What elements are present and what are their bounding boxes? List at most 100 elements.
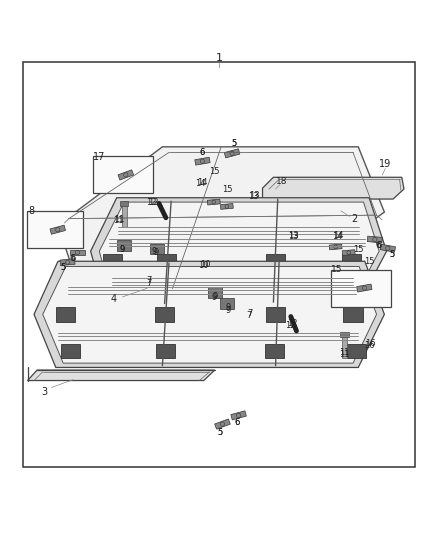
Polygon shape bbox=[99, 202, 379, 301]
Text: 6: 6 bbox=[377, 241, 382, 250]
Text: 15: 15 bbox=[353, 245, 364, 254]
Polygon shape bbox=[106, 288, 125, 303]
Text: 6: 6 bbox=[235, 418, 240, 427]
Text: 9: 9 bbox=[226, 303, 231, 312]
Polygon shape bbox=[56, 308, 75, 322]
Text: 9: 9 bbox=[153, 248, 159, 257]
Text: 9: 9 bbox=[226, 305, 231, 314]
Polygon shape bbox=[342, 249, 355, 255]
Text: 3: 3 bbox=[41, 387, 47, 397]
Text: 1: 1 bbox=[215, 53, 223, 63]
Polygon shape bbox=[266, 254, 285, 269]
Text: 7: 7 bbox=[146, 276, 151, 285]
Polygon shape bbox=[60, 259, 75, 265]
Polygon shape bbox=[207, 199, 220, 205]
Polygon shape bbox=[28, 370, 215, 381]
Text: 14: 14 bbox=[197, 179, 208, 188]
Text: 10: 10 bbox=[198, 261, 209, 270]
Text: 16: 16 bbox=[364, 341, 374, 350]
Polygon shape bbox=[329, 244, 342, 250]
Text: 13: 13 bbox=[249, 191, 260, 200]
Polygon shape bbox=[367, 236, 382, 243]
Polygon shape bbox=[157, 254, 177, 269]
Text: 6: 6 bbox=[69, 254, 74, 263]
Polygon shape bbox=[50, 225, 66, 235]
Polygon shape bbox=[266, 308, 285, 322]
Text: 15: 15 bbox=[331, 265, 342, 274]
Text: 15: 15 bbox=[223, 184, 233, 193]
Polygon shape bbox=[103, 254, 122, 269]
Text: 9: 9 bbox=[211, 293, 216, 302]
Polygon shape bbox=[155, 308, 174, 322]
Polygon shape bbox=[357, 284, 372, 292]
Polygon shape bbox=[343, 308, 363, 322]
Text: 13: 13 bbox=[248, 192, 259, 201]
Text: 13: 13 bbox=[289, 231, 299, 240]
Polygon shape bbox=[342, 334, 347, 358]
Polygon shape bbox=[43, 266, 377, 363]
Text: 15: 15 bbox=[364, 257, 374, 266]
Text: 5: 5 bbox=[232, 139, 237, 148]
Text: 11: 11 bbox=[339, 348, 350, 357]
Text: 5: 5 bbox=[389, 250, 395, 259]
Text: 12: 12 bbox=[146, 198, 157, 207]
Text: 9: 9 bbox=[120, 245, 125, 254]
Text: 18: 18 bbox=[276, 177, 288, 186]
Text: 11: 11 bbox=[113, 215, 124, 224]
Text: 15: 15 bbox=[209, 167, 220, 176]
Text: 8: 8 bbox=[28, 206, 34, 216]
Text: 10: 10 bbox=[200, 260, 210, 269]
Text: 5: 5 bbox=[232, 139, 237, 148]
Polygon shape bbox=[195, 157, 210, 165]
Polygon shape bbox=[265, 344, 284, 358]
Polygon shape bbox=[150, 244, 164, 254]
Text: 7: 7 bbox=[247, 311, 252, 320]
Bar bbox=[331, 270, 391, 306]
Polygon shape bbox=[118, 170, 134, 180]
Text: 19: 19 bbox=[379, 159, 392, 169]
Text: 6: 6 bbox=[235, 418, 240, 427]
Text: 7: 7 bbox=[247, 309, 253, 318]
Text: 11: 11 bbox=[113, 216, 123, 225]
Text: 6: 6 bbox=[375, 241, 381, 250]
Text: 12: 12 bbox=[286, 321, 296, 330]
Polygon shape bbox=[117, 240, 131, 251]
Text: 17: 17 bbox=[93, 152, 106, 162]
Text: 5: 5 bbox=[217, 428, 223, 437]
Polygon shape bbox=[58, 147, 385, 290]
Text: 5: 5 bbox=[60, 263, 66, 272]
Polygon shape bbox=[224, 149, 240, 158]
Polygon shape bbox=[120, 201, 128, 206]
Text: 5: 5 bbox=[217, 428, 223, 437]
Polygon shape bbox=[34, 261, 385, 367]
Polygon shape bbox=[342, 254, 361, 269]
Text: 2: 2 bbox=[352, 214, 358, 224]
Polygon shape bbox=[156, 344, 176, 358]
Polygon shape bbox=[343, 288, 363, 303]
Polygon shape bbox=[70, 250, 85, 255]
Polygon shape bbox=[91, 198, 387, 305]
Polygon shape bbox=[159, 288, 179, 303]
Text: 14: 14 bbox=[195, 179, 206, 188]
Text: 5: 5 bbox=[60, 263, 66, 272]
Text: 5: 5 bbox=[389, 250, 395, 259]
Polygon shape bbox=[60, 344, 80, 358]
Polygon shape bbox=[220, 204, 233, 209]
Text: 14: 14 bbox=[333, 231, 344, 240]
Bar bbox=[93, 156, 153, 193]
Text: 9: 9 bbox=[152, 247, 157, 256]
Text: 12: 12 bbox=[148, 198, 158, 207]
Polygon shape bbox=[231, 411, 246, 420]
Bar bbox=[27, 211, 83, 248]
Text: 9: 9 bbox=[212, 292, 217, 301]
Polygon shape bbox=[208, 287, 222, 298]
Text: 13: 13 bbox=[288, 232, 298, 241]
Text: 4: 4 bbox=[111, 294, 117, 304]
Text: 12: 12 bbox=[287, 319, 297, 328]
Text: 6: 6 bbox=[199, 148, 204, 157]
Polygon shape bbox=[340, 332, 349, 337]
Polygon shape bbox=[220, 298, 234, 309]
Text: 9: 9 bbox=[120, 246, 125, 254]
Text: 14: 14 bbox=[332, 232, 343, 241]
Text: 7: 7 bbox=[146, 279, 151, 287]
